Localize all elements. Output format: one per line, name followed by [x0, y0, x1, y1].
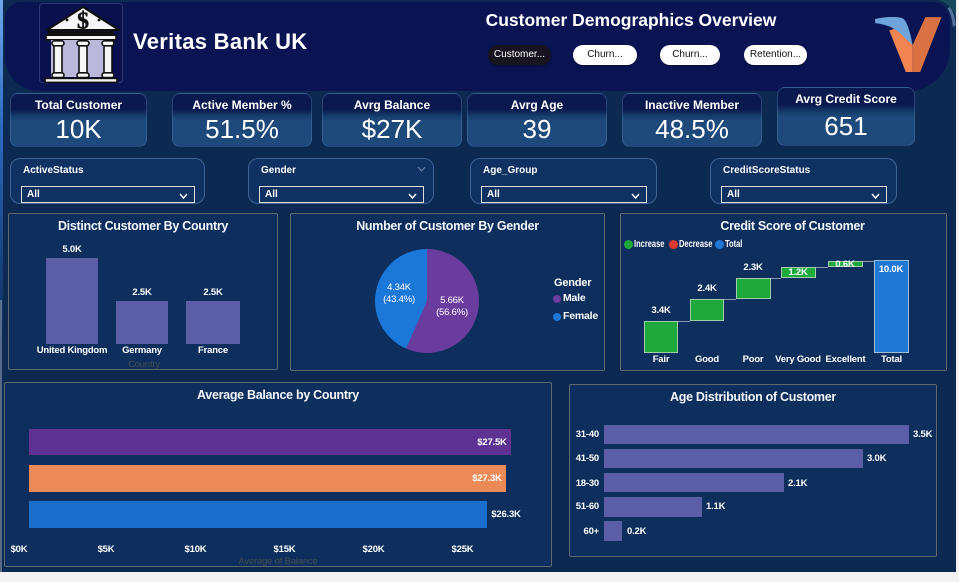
svg-text:$: $ [77, 9, 89, 35]
